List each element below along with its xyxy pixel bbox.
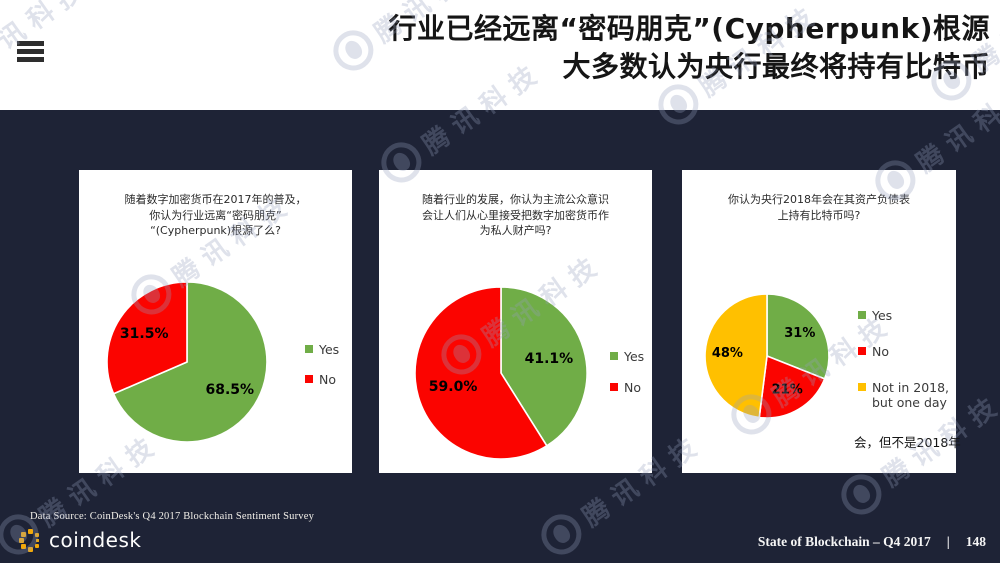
pie-chart: 41.1% 59.0% bbox=[414, 286, 588, 460]
pie-slice bbox=[112, 281, 268, 443]
pie-slice bbox=[106, 281, 188, 395]
footer-separator: | bbox=[946, 534, 950, 549]
header: 行业已经远离“密码朋克”(Cypherpunk)根源 大多数认为央行最终将持有比… bbox=[0, 0, 1000, 110]
pie-slice-label: 31.5% bbox=[120, 326, 169, 342]
legend-label: Yes bbox=[872, 308, 893, 323]
chart-title: 随着行业的发展，你认为主流公众意识 会让人们从心里接受把数字加密货币作 为私人财… bbox=[422, 193, 609, 237]
hamburger-menu-icon[interactable] bbox=[17, 41, 44, 63]
legend-swatch bbox=[610, 383, 618, 391]
pie-slice-label: 31% bbox=[784, 326, 815, 341]
legend-item: Yes bbox=[610, 349, 644, 364]
pie-slice-label: 59.0% bbox=[429, 379, 478, 395]
coindesk-wordmark: coindesk bbox=[49, 528, 142, 552]
legend-swatch bbox=[858, 311, 866, 319]
legend-item: Not in 2018, but one day bbox=[858, 380, 961, 410]
page-number: 148 bbox=[965, 534, 986, 549]
pie-chart: 31% 21% 48% bbox=[704, 293, 830, 419]
tencent-logo-icon bbox=[833, 466, 890, 523]
legend-swatch bbox=[610, 352, 618, 360]
coindesk-logo-icon bbox=[19, 528, 39, 552]
footer-right: State of Blockchain – Q4 2017 | 148 bbox=[758, 534, 986, 550]
legend-item: No bbox=[858, 344, 961, 359]
legend: Yes No bbox=[610, 349, 644, 395]
legend-label: Yes bbox=[624, 349, 645, 364]
pie-slice-label: 48% bbox=[712, 346, 743, 361]
pie-slice-label: 21% bbox=[772, 383, 803, 398]
report-title: State of Blockchain – Q4 2017 bbox=[757, 534, 931, 549]
legend-swatch bbox=[858, 383, 866, 391]
chart-title: 随着数字加密货币在2017年的普及， 你认为行业远离“密码朋克” “(Cyphe… bbox=[124, 193, 307, 237]
legend-label: No bbox=[319, 372, 336, 387]
pie-slice bbox=[704, 293, 768, 419]
legend-label: Not in 2018, but one day bbox=[872, 380, 950, 410]
legend-label: Yes bbox=[319, 342, 340, 357]
pie-chart: 68.5% 31.5% bbox=[106, 281, 268, 443]
pie-slice bbox=[766, 293, 830, 380]
coindesk-logo: coindesk bbox=[19, 528, 141, 552]
legend-item: Yes bbox=[305, 342, 339, 357]
slide-title: 行业已经远离“密码朋克”(Cypherpunk)根源 大多数认为央行最终将持有比… bbox=[388, 12, 990, 83]
legend: Yes No bbox=[305, 342, 339, 387]
legend-swatch bbox=[305, 375, 313, 383]
chart-title: 你认为央行2018年会在其资产负债表 上持有比特币吗? bbox=[727, 193, 910, 222]
legend-annotation: 会，但不是2018年 bbox=[854, 435, 961, 450]
tencent-logo-icon bbox=[533, 506, 590, 563]
data-source-text: Data Source: CoinDesk's Q4 2017 Blockcha… bbox=[30, 511, 315, 522]
legend: Yes No Not in 2018, but one day 会，但不是2018年 bbox=[854, 308, 961, 451]
chart-panel-1: 随着数字加密货币在2017年的普及， 你认为行业远离“密码朋克” “(Cyphe… bbox=[79, 170, 352, 473]
legend-item: No bbox=[305, 372, 339, 387]
chart-panel-2: 随着行业的发展，你认为主流公众意识 会让人们从心里接受把数字加密货币作 为私人财… bbox=[379, 170, 652, 473]
legend-swatch bbox=[305, 345, 313, 353]
legend-swatch bbox=[858, 347, 866, 355]
pie-slice bbox=[414, 286, 548, 460]
pie-slice-label: 68.5% bbox=[206, 382, 255, 398]
legend-label: No bbox=[872, 344, 889, 359]
pie-slice-label: 41.1% bbox=[525, 351, 574, 367]
legend-item: No bbox=[610, 380, 644, 395]
legend-item: Yes bbox=[858, 308, 961, 323]
pie-slice bbox=[758, 355, 826, 419]
legend-label: No bbox=[624, 380, 641, 395]
chart-panel-3: 你认为央行2018年会在其资产负债表 上持有比特币吗? 31% 21% 48% Ye… bbox=[682, 170, 961, 473]
